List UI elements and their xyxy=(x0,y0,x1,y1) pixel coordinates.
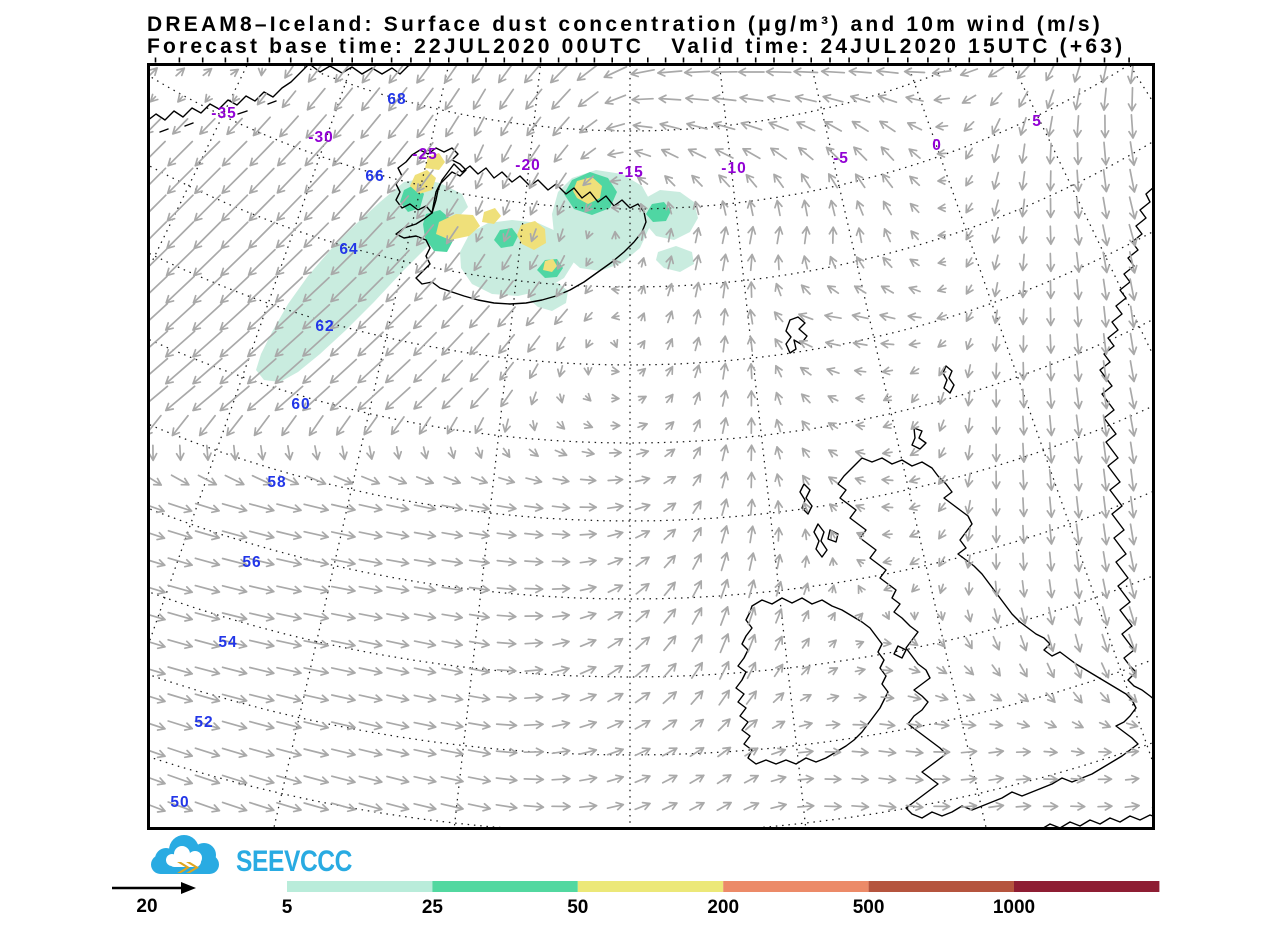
lon-label--20: -20 xyxy=(515,157,540,174)
coastline-isle-of-man xyxy=(893,645,907,659)
wind-reference-legend: 20 xyxy=(112,882,196,917)
parallel-58 xyxy=(150,405,1152,522)
lon-label--35: -35 xyxy=(211,105,236,122)
meridian--5 xyxy=(810,66,987,827)
coastline-iceland-westfjords xyxy=(395,147,467,214)
logo-text: SEEVCCC xyxy=(236,845,352,878)
cloud-icon xyxy=(151,835,219,874)
colorbar-segment-5 xyxy=(287,881,433,892)
lat-label-52: 52 xyxy=(194,714,213,731)
colorbar-label-500: 500 xyxy=(853,897,885,918)
colorbar-segment-50 xyxy=(577,881,724,892)
meridian-10 xyxy=(1129,66,1152,102)
parallel-54 xyxy=(150,575,1152,678)
dust-patch-mid xyxy=(646,202,671,222)
lon-label--5: -5 xyxy=(833,150,849,167)
colorbar-label-1000: 1000 xyxy=(993,897,1035,918)
wind-reference-value: 20 xyxy=(136,896,157,917)
colorbar-segment-200 xyxy=(723,881,869,892)
coastline-france-belgium xyxy=(1043,814,1152,827)
meridian--20 xyxy=(453,66,541,827)
dust-patch-high xyxy=(543,259,557,272)
meridian--30 xyxy=(150,66,353,642)
lon-label--10: -10 xyxy=(721,160,746,177)
meridian--35 xyxy=(150,66,248,268)
meridian--10 xyxy=(719,66,807,827)
colorbar-segment-25 xyxy=(432,881,578,892)
lat-label-56: 56 xyxy=(242,554,261,571)
title-line2: Forecast base time: 22JUL2020 00UTC Vali… xyxy=(147,35,1125,58)
meridian-0 xyxy=(907,66,1152,762)
lat-label-66: 66 xyxy=(365,168,384,185)
coastline-layer xyxy=(150,66,1152,827)
meridian--25 xyxy=(273,66,450,827)
coastline-ireland xyxy=(735,597,889,765)
coastline-greenland-ne-strip xyxy=(311,66,410,75)
coastline-norway xyxy=(1099,187,1152,699)
reference-arrow-head xyxy=(181,882,196,894)
lat-label-60: 60 xyxy=(291,396,310,413)
parallel-52 xyxy=(150,659,1152,756)
coastline-great-britain xyxy=(837,457,1139,819)
dust-colorbar: 5 25 50 200 500 1000 xyxy=(282,881,1160,918)
lon-label--15: -15 xyxy=(618,164,643,181)
dust-patch-high xyxy=(482,208,501,224)
dust-patch-high xyxy=(425,153,445,170)
lon-label--25: -25 xyxy=(412,146,437,163)
lat-label-58: 58 xyxy=(267,474,286,491)
parallel-56 xyxy=(150,491,1152,600)
coastline-orkney xyxy=(911,427,927,450)
lat-label-54: 54 xyxy=(218,634,237,651)
dust-patch-light xyxy=(656,246,694,272)
lat-label-64: 64 xyxy=(339,241,358,258)
parallel-68 xyxy=(300,66,960,132)
frame-tick-layer xyxy=(154,57,1130,63)
colorbar-label-5: 5 xyxy=(282,897,293,918)
parallel-64 xyxy=(150,141,1152,288)
lon-label--30: -30 xyxy=(308,129,333,146)
top-frame-ticks xyxy=(154,57,1130,63)
meridian-5 xyxy=(1012,66,1152,355)
lon-label-5: 5 xyxy=(1032,113,1042,130)
colorbar-segment-500 xyxy=(868,881,1014,892)
seevccc-logo: SEEVCCC xyxy=(151,835,353,878)
lat-label-50: 50 xyxy=(170,794,189,811)
colorbar-label-25: 25 xyxy=(422,897,444,918)
lat-label-62: 62 xyxy=(315,318,334,335)
dust-patch-light xyxy=(530,283,568,311)
dust-patch-light xyxy=(642,190,698,240)
colorbar-label-50: 50 xyxy=(567,897,588,918)
map-border xyxy=(147,63,1155,830)
wind-arrow-layer xyxy=(150,66,1152,813)
coastline-shetland xyxy=(942,365,955,394)
lon-label-0: 0 xyxy=(932,137,942,154)
wind-arrows xyxy=(150,66,1152,813)
dust-patch-light xyxy=(256,179,468,382)
coastline-greenland-islets xyxy=(159,100,277,133)
parallel-50 xyxy=(150,742,1152,827)
coastline-hebrides xyxy=(799,483,839,558)
lat-label-68: 68 xyxy=(387,91,406,108)
coastline-faroe-islands xyxy=(785,316,808,354)
colorbar-label-200: 200 xyxy=(707,897,739,918)
colorbar-segment-1000 xyxy=(1014,881,1160,892)
title-line1: DREAM8–Iceland: Surface dust concentrati… xyxy=(147,13,1103,36)
chevron-right-icon xyxy=(177,862,199,873)
